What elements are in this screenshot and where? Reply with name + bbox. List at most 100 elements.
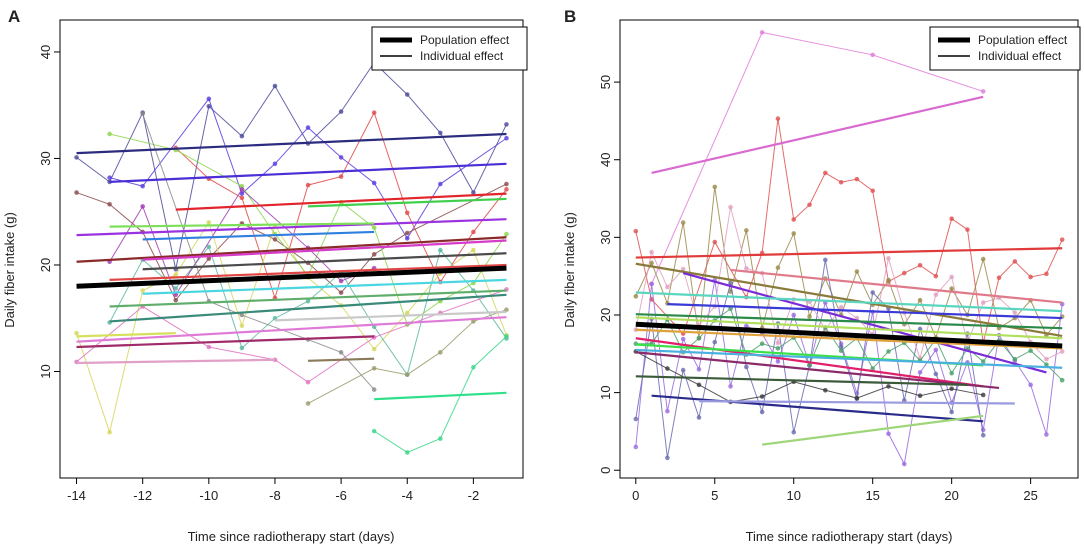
panel-b-x-tick-label: 0 xyxy=(632,488,639,503)
panel-b-observed-point xyxy=(728,204,733,210)
panel-b-observed-point xyxy=(980,433,986,438)
panel-b-observed-point xyxy=(854,269,860,274)
panel-a-legend-individual: Individual effect xyxy=(420,49,504,63)
panel-a-observed-point xyxy=(140,204,145,209)
panel-b-observed-point xyxy=(917,326,923,332)
panel-a-observed-line xyxy=(109,133,507,326)
panel-b-observed-point xyxy=(665,366,670,371)
panel-a-y-tick-label: 30 xyxy=(38,151,53,165)
panel-b-observed-point xyxy=(1012,356,1018,362)
panel-b-population-effect-line xyxy=(635,321,1063,349)
panel-b-observed-point xyxy=(665,284,670,290)
panel-b-legend-box xyxy=(929,26,1081,71)
panel-a-individual-effect-line xyxy=(76,316,507,343)
panel-b-observed-point xyxy=(791,429,797,435)
panel-a-observed-point xyxy=(338,278,344,284)
panel-b-observed-point xyxy=(759,30,765,35)
panel-b-individual-effect-line xyxy=(761,414,984,446)
panel-a-observed-point xyxy=(504,334,509,339)
panel-b-observed-point xyxy=(712,339,718,345)
panel-b-observed-point xyxy=(775,346,781,351)
panel-b-observed-point xyxy=(696,367,702,372)
panel-b-observed-point xyxy=(680,367,686,373)
panel-b-observed-point xyxy=(791,217,797,222)
panel-a-observed-point xyxy=(239,187,245,192)
panel-b-observed-point xyxy=(712,239,718,245)
panel-b-observed-point xyxy=(870,290,875,295)
panel-a-individual-effect-line xyxy=(76,236,507,263)
panel-a-observed-point xyxy=(371,110,377,115)
panel-a-observed-point xyxy=(371,180,377,186)
panel-a-observed-point xyxy=(239,345,245,351)
panel-a-legend: Population effect Individual effect xyxy=(371,26,528,71)
panel-a-observed-point xyxy=(107,429,112,435)
panel-a-observed-point xyxy=(206,344,212,350)
panel-b: B Daily fiber intake (g) Time since radi… xyxy=(562,7,1081,544)
panel-b-observed-line xyxy=(635,186,1063,339)
panel-a-observed-line xyxy=(109,97,507,240)
panel-a-observed-point xyxy=(504,231,509,237)
panel-b-observed-point xyxy=(823,170,828,176)
panel-a-observed-point xyxy=(239,191,245,196)
panel-b-legend-population: Population effect xyxy=(978,33,1068,47)
panel-a-x-tick-label: -6 xyxy=(335,488,347,503)
panel-a-observed-point xyxy=(239,183,245,189)
panel-a-observed-point xyxy=(206,244,212,250)
panel-a-observed-point xyxy=(471,190,476,195)
panel-a-individual-effect-line xyxy=(142,239,507,261)
panel-a-observed-point xyxy=(471,364,476,370)
panel-b-observed-point xyxy=(680,220,686,225)
panel-b-observed-point xyxy=(870,52,875,58)
panel-b-observed-point xyxy=(680,336,686,342)
panel-a-observed-point xyxy=(107,201,112,207)
panel-b-observed-point xyxy=(791,312,797,318)
panel-a-observed-point xyxy=(239,312,245,318)
panel-a-observed-point xyxy=(173,272,179,277)
panel-a-plot-frame xyxy=(59,19,524,479)
panel-b-observed-point xyxy=(980,89,986,94)
panel-a-observed-point xyxy=(305,125,311,130)
panel-a-observed-point xyxy=(504,181,509,187)
panel-b-observed-point xyxy=(933,371,939,377)
panel-a-individual-effect-line xyxy=(109,162,507,183)
panel-b-individual-effect-line xyxy=(698,400,1015,405)
panel-a-observed-point xyxy=(371,428,377,434)
panel-a-x-tick-label: -12 xyxy=(133,488,152,503)
panel-b-y-tick-label: 40 xyxy=(598,152,613,166)
panel-b-observed-point xyxy=(1028,382,1033,388)
panel-b-observed-point xyxy=(838,304,844,310)
panel-a-observed-point xyxy=(371,365,377,371)
panel-b-observed-point xyxy=(901,270,907,276)
panel-b-observed-point xyxy=(728,280,733,286)
panel-b-observed-point xyxy=(807,202,812,208)
panel-b-individual-effect-line xyxy=(635,262,1063,338)
panel-a-letter: A xyxy=(8,7,20,26)
panel-a-individual-effect-line xyxy=(76,132,507,155)
panel-b-observed-point xyxy=(980,256,986,262)
panel-a-observed-point xyxy=(338,290,344,295)
panel-a-y-tick-label: 10 xyxy=(38,364,53,378)
panel-b-observed-point xyxy=(949,370,954,376)
panel-a-observed-point xyxy=(371,387,377,392)
panel-a-individual-effect-line xyxy=(109,289,507,308)
panel-b-individual-effect-line xyxy=(635,247,1063,259)
panel-b-observed-point xyxy=(744,266,749,271)
panel-b-observed-point xyxy=(1044,271,1049,277)
panel-a-x-tick-label: -2 xyxy=(468,488,480,503)
panel-b-observed-point xyxy=(1012,310,1018,315)
panel-a-observed-point xyxy=(504,122,509,127)
panel-a-observed-point xyxy=(239,195,245,201)
panel-b-x-tick-label: 5 xyxy=(711,488,718,503)
panel-a-individual-effect-line xyxy=(175,192,507,211)
panel-b-observed-point xyxy=(838,348,844,353)
panel-b-observed-point xyxy=(759,409,765,415)
panel-a-observed-point xyxy=(239,323,245,328)
panel-b-observed-point xyxy=(980,359,986,364)
panel-a-observed-point xyxy=(305,298,311,304)
panel-a-individual-effect-line xyxy=(307,197,507,208)
panel-b-observed-point xyxy=(980,427,986,433)
panel-a-individual-effect-line xyxy=(76,358,275,365)
panel-b-observed-point xyxy=(965,227,970,232)
panel-a-observed-point xyxy=(272,83,278,89)
panel-b-xlabel: Time since radiotherapy start (days) xyxy=(746,529,953,544)
